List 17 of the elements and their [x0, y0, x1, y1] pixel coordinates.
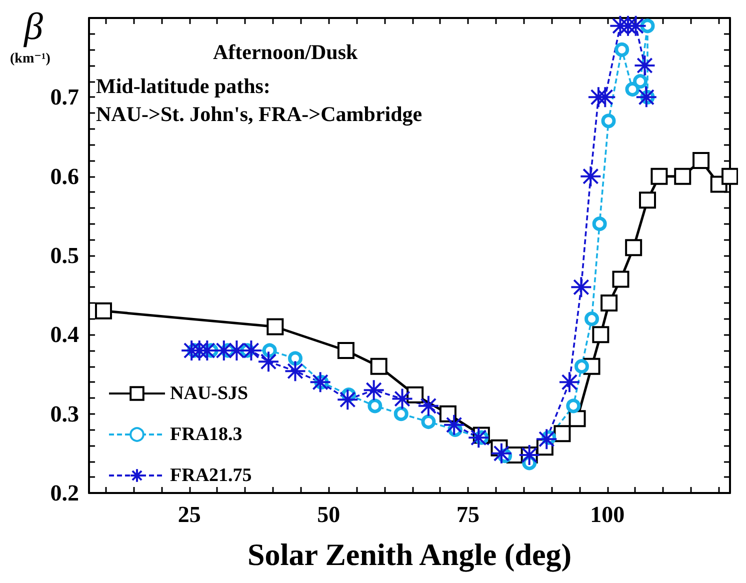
- annotation: Mid-latitude paths: NAU->St. John's, FRA->Cambridge: [96, 74, 422, 126]
- y-tick-label: 0.2: [50, 480, 79, 506]
- legend-label: FRA21.75: [170, 465, 252, 486]
- y-tick-label: 0.4: [50, 322, 80, 348]
- y-tick-label: 0.6: [50, 164, 79, 189]
- legend-label: FRA18.3: [170, 424, 242, 445]
- x-axis-title: Solar Zenith Angle (deg): [247, 537, 572, 572]
- y-axis-title: β (km⁻¹): [10, 6, 51, 66]
- y-tick-label: 0.5: [50, 243, 79, 268]
- x-tick-label: 100: [590, 502, 625, 527]
- x-tick-label: 75: [456, 502, 480, 527]
- legend-label: NAU-SJS: [170, 383, 248, 404]
- x-tick-label: 50: [317, 502, 340, 527]
- y-tick-label: 0.7: [50, 84, 79, 110]
- x-tick-label: 25: [178, 502, 201, 527]
- y-tick-label: 0.3: [50, 401, 79, 426]
- annotation: Afternoon/Dusk: [213, 40, 358, 64]
